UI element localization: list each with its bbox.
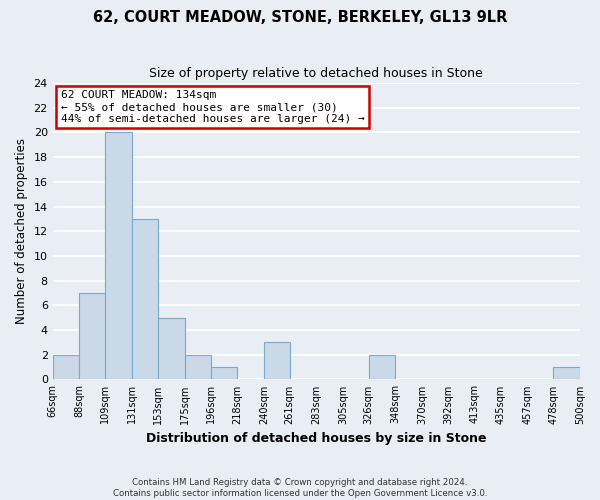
Bar xyxy=(185,354,211,380)
Text: Contains HM Land Registry data © Crown copyright and database right 2024.
Contai: Contains HM Land Registry data © Crown c… xyxy=(113,478,487,498)
Bar xyxy=(105,132,131,380)
Text: 62 COURT MEADOW: 134sqm
← 55% of detached houses are smaller (30)
44% of semi-de: 62 COURT MEADOW: 134sqm ← 55% of detache… xyxy=(61,90,364,124)
Title: Size of property relative to detached houses in Stone: Size of property relative to detached ho… xyxy=(149,68,483,80)
Bar xyxy=(553,367,580,380)
Y-axis label: Number of detached properties: Number of detached properties xyxy=(15,138,28,324)
Bar xyxy=(211,367,238,380)
Bar xyxy=(368,354,395,380)
Bar xyxy=(264,342,290,380)
X-axis label: Distribution of detached houses by size in Stone: Distribution of detached houses by size … xyxy=(146,432,487,445)
Bar xyxy=(53,354,79,380)
Bar xyxy=(79,293,105,380)
Text: 62, COURT MEADOW, STONE, BERKELEY, GL13 9LR: 62, COURT MEADOW, STONE, BERKELEY, GL13 … xyxy=(93,10,507,25)
Bar xyxy=(131,219,158,380)
Bar xyxy=(158,318,185,380)
